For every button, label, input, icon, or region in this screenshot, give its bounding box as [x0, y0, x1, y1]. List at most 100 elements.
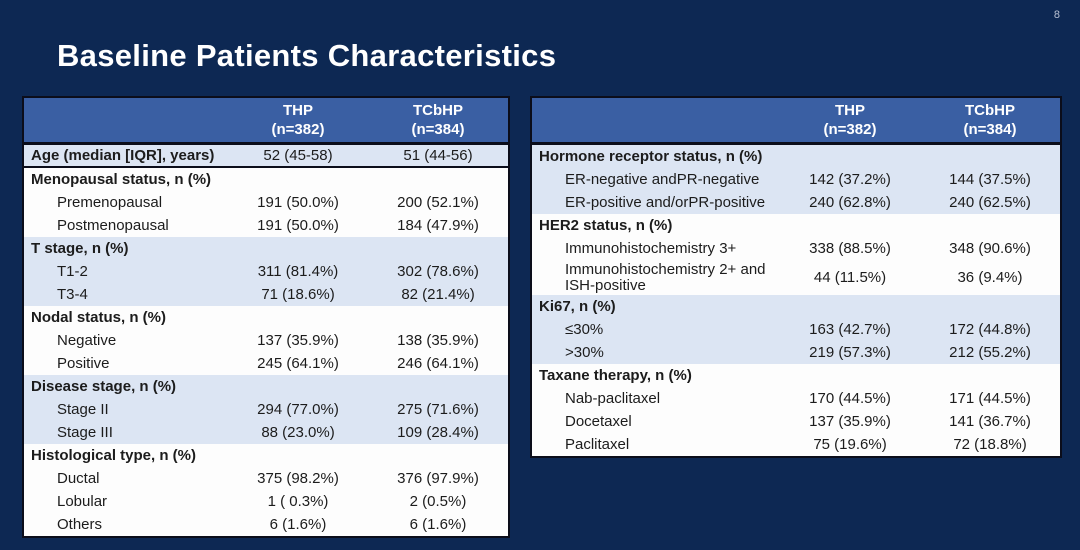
table-row: Immunohistochemistry 3+ 338 (88.5%) 348 (9…: [532, 237, 1060, 260]
value-tcbhp: 376 (97.9%): [397, 470, 479, 487]
column-arm-label: THP: [283, 102, 313, 119]
column-arm-label: THP: [835, 102, 865, 119]
table-header-row: THP (n=382) TCbHP (n=384): [532, 98, 1060, 145]
value-thp: 338 (88.5%): [809, 240, 891, 257]
value-thp: [228, 168, 368, 191]
value-thp: 75 (19.6%): [813, 436, 887, 453]
value-tcbhp: 275 (71.6%): [397, 401, 479, 418]
column-arm-label: TCbHP: [413, 102, 463, 119]
category-row: Ki67, n (%): [532, 295, 1060, 318]
baseline-table-left: THP (n=382) TCbHP (n=384) Age (median [IQR],…: [22, 96, 510, 538]
row-label: Menopausal status, n (%): [31, 170, 212, 188]
page-number: 8: [1053, 9, 1060, 21]
table-row: Stage III 88 (23.0%) 109 (28.4%): [24, 421, 508, 444]
row-label: ER-negative andPR-negative: [565, 170, 760, 188]
table-row: T3-4 71 (18.6%) 82 (21.4%): [24, 283, 508, 306]
column-n-label: (n=382): [823, 121, 877, 138]
value-tcbhp: 348 (90.6%): [949, 240, 1031, 257]
value-tcbhp: 240 (62.5%): [949, 194, 1031, 211]
category-row: Age (median [IQR], years) 52 (45-58) 51 (4…: [24, 145, 508, 168]
category-row: HER2 status, n (%): [532, 214, 1060, 237]
value-tcbhp: [368, 375, 508, 398]
row-label: Histological type, n (%): [31, 446, 197, 464]
value-thp: 71 (18.6%): [261, 286, 335, 303]
column-n-label: (n=382): [271, 121, 325, 138]
value-thp: 142 (37.2%): [809, 171, 891, 188]
table-row: Others 6 (1.6%) 6 (1.6%): [24, 513, 508, 536]
table-row: T1-2 311 (81.4%) 302 (78.6%): [24, 260, 508, 283]
header-spacer: [532, 98, 780, 142]
table-row: Immunohistochemistry 2+ and ISH-positive…: [532, 260, 1060, 295]
category-row: Taxane therapy, n (%): [532, 364, 1060, 387]
value-tcbhp: 82 (21.4%): [401, 286, 475, 303]
table-row: Paclitaxel 75 (19.6%) 72 (18.8%): [532, 433, 1060, 456]
table-row: Postmenopausal 191 (50.0%) 184 (47.9%): [24, 214, 508, 237]
value-thp: [228, 375, 368, 398]
value-thp: [780, 364, 920, 387]
value-thp: 170 (44.5%): [809, 390, 891, 407]
row-label: Stage II: [57, 400, 109, 418]
value-thp: [228, 237, 368, 260]
table-header-row: THP (n=382) TCbHP (n=384): [24, 98, 508, 145]
row-label: Nodal status, n (%): [31, 308, 167, 326]
category-row: Menopausal status, n (%): [24, 168, 508, 191]
row-label: Nab-paclitaxel: [565, 389, 661, 407]
row-label: >30%: [565, 343, 604, 361]
value-tcbhp: 36 (9.4%): [957, 269, 1023, 286]
value-thp: 52 (45-58): [263, 147, 333, 164]
column-header-thp: THP (n=382): [228, 98, 368, 142]
value-thp: 191 (50.0%): [257, 217, 339, 234]
column-header-tcbhp: TCbHP (n=384): [920, 98, 1060, 142]
value-thp: 294 (77.0%): [257, 401, 339, 418]
value-tcbhp: [368, 306, 508, 329]
table-row: >30% 219 (57.3%) 212 (55.2%): [532, 341, 1060, 364]
column-header-tcbhp: TCbHP (n=384): [368, 98, 508, 142]
value-tcbhp: 2 (0.5%): [409, 493, 467, 510]
value-thp: 1 ( 0.3%): [267, 493, 329, 510]
table-row: Stage II 294 (77.0%) 275 (71.6%): [24, 398, 508, 421]
row-label: ER-positive and/orPR-positive: [565, 193, 766, 211]
table-row: ≤30% 163 (42.7%) 172 (44.8%): [532, 318, 1060, 341]
value-thp: 163 (42.7%): [809, 321, 891, 338]
value-thp: 219 (57.3%): [809, 344, 891, 361]
column-header-thp: THP (n=382): [780, 98, 920, 142]
value-tcbhp: 144 (37.5%): [949, 171, 1031, 188]
table-row: Negative 137 (35.9%) 138 (35.9%): [24, 329, 508, 352]
column-n-label: (n=384): [963, 121, 1017, 138]
row-label: Negative: [57, 331, 117, 349]
category-row: Histological type, n (%): [24, 444, 508, 467]
value-tcbhp: 72 (18.8%): [953, 436, 1027, 453]
row-label: Docetaxel: [565, 412, 632, 430]
baseline-table-right: THP (n=382) TCbHP (n=384) Hormone receptor s…: [530, 96, 1062, 458]
row-label: Ductal: [57, 469, 100, 487]
category-row: T stage, n (%): [24, 237, 508, 260]
value-tcbhp: 109 (28.4%): [397, 424, 479, 441]
row-label: T stage, n (%): [31, 239, 129, 257]
value-thp: 191 (50.0%): [257, 194, 339, 211]
row-label: Ki67, n (%): [539, 297, 616, 315]
table-row: ER-negative andPR-negative 142 (37.2%) 144…: [532, 168, 1060, 191]
value-thp: 88 (23.0%): [261, 424, 335, 441]
value-tcbhp: 141 (36.7%): [949, 413, 1031, 430]
table-row: Docetaxel 137 (35.9%) 141 (36.7%): [532, 410, 1060, 433]
row-label: Positive: [57, 354, 110, 372]
table-row: ER-positive and/orPR-positive 240 (62.8%)…: [532, 191, 1060, 214]
value-tcbhp: [920, 295, 1060, 318]
value-tcbhp: 246 (64.1%): [397, 355, 479, 372]
value-thp: 245 (64.1%): [257, 355, 339, 372]
value-thp: 137 (35.9%): [809, 413, 891, 430]
row-label: Immunohistochemistry 2+ and ISH-positive: [565, 260, 766, 294]
row-label: Others: [57, 515, 103, 533]
slide-title: Baseline Patients Characteristics: [57, 38, 557, 73]
value-tcbhp: 51 (44-56): [403, 147, 473, 164]
value-thp: 311 (81.4%): [257, 263, 339, 280]
value-tcbhp: [368, 237, 508, 260]
value-tcbhp: [920, 214, 1060, 237]
row-label: Age (median [IQR], years): [31, 146, 215, 164]
value-thp: 240 (62.8%): [809, 194, 891, 211]
value-thp: [780, 295, 920, 318]
value-tcbhp: 6 (1.6%): [409, 516, 467, 533]
value-tcbhp: [368, 444, 508, 467]
row-label: Stage III: [57, 423, 113, 441]
row-label: Lobular: [57, 492, 108, 510]
